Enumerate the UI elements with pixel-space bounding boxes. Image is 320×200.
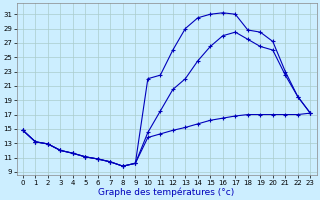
X-axis label: Graphe des températures (°c): Graphe des températures (°c) (99, 187, 235, 197)
